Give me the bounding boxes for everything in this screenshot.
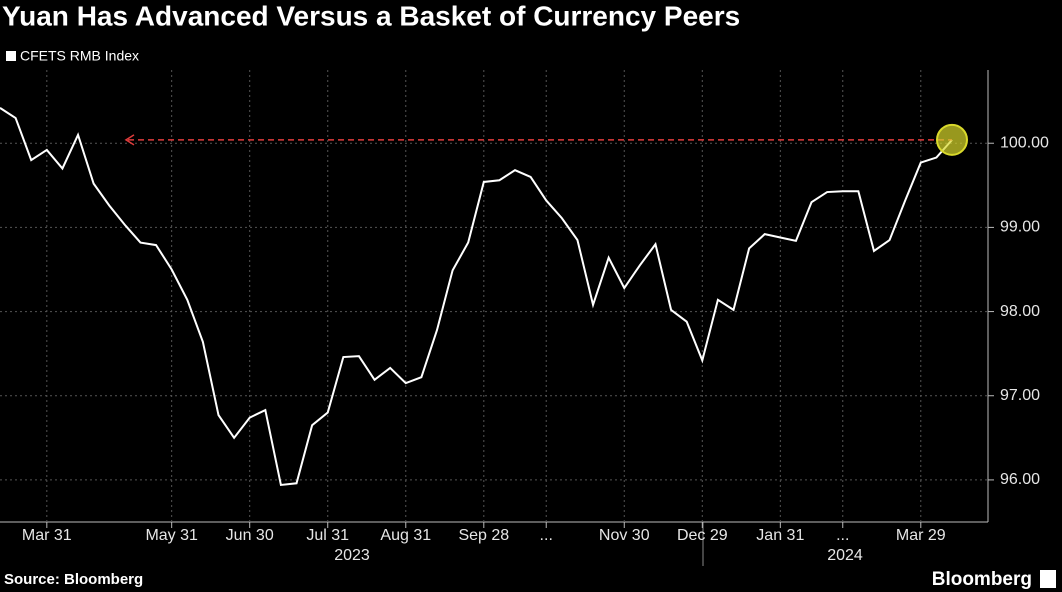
y-tick-label: 97.00 xyxy=(1000,387,1040,404)
x-tick-label: Sep 28 xyxy=(458,527,509,544)
x-tick-label: Jun 30 xyxy=(226,527,274,544)
year-label: 2023 xyxy=(334,547,370,564)
y-tick-label: 96.00 xyxy=(1000,471,1040,488)
x-tick-label: Jul 31 xyxy=(306,527,349,544)
y-tick-label: 100.00 xyxy=(1000,134,1049,151)
brand: Bloomberg xyxy=(932,569,1032,590)
series-line xyxy=(0,107,953,487)
reference-arrow xyxy=(124,134,135,146)
x-tick-label: ... xyxy=(540,527,553,544)
x-tick-label: Aug 31 xyxy=(380,527,431,544)
x-tick-label: Nov 30 xyxy=(599,527,650,544)
y-tick-label: 98.00 xyxy=(1000,303,1040,320)
chart-title: Yuan Has Advanced Versus a Basket of Cur… xyxy=(2,0,740,31)
x-tick-label: Dec 29 xyxy=(677,527,728,544)
x-tick-label: Mar 31 xyxy=(22,527,72,544)
x-tick-label: Jan 31 xyxy=(756,527,804,544)
source: Source: Bloomberg xyxy=(4,571,143,588)
x-tick-label: Mar 29 xyxy=(896,527,946,544)
x-tick-label: May 31 xyxy=(145,527,198,544)
year-label: 2024 xyxy=(827,547,863,564)
y-tick-label: 99.00 xyxy=(1000,219,1040,236)
legend-swatch xyxy=(6,51,16,61)
x-tick-label: ... xyxy=(836,527,849,544)
legend-label: CFETS RMB Index xyxy=(20,48,139,64)
highlight-marker xyxy=(936,123,968,156)
brand-icon xyxy=(1040,570,1056,588)
